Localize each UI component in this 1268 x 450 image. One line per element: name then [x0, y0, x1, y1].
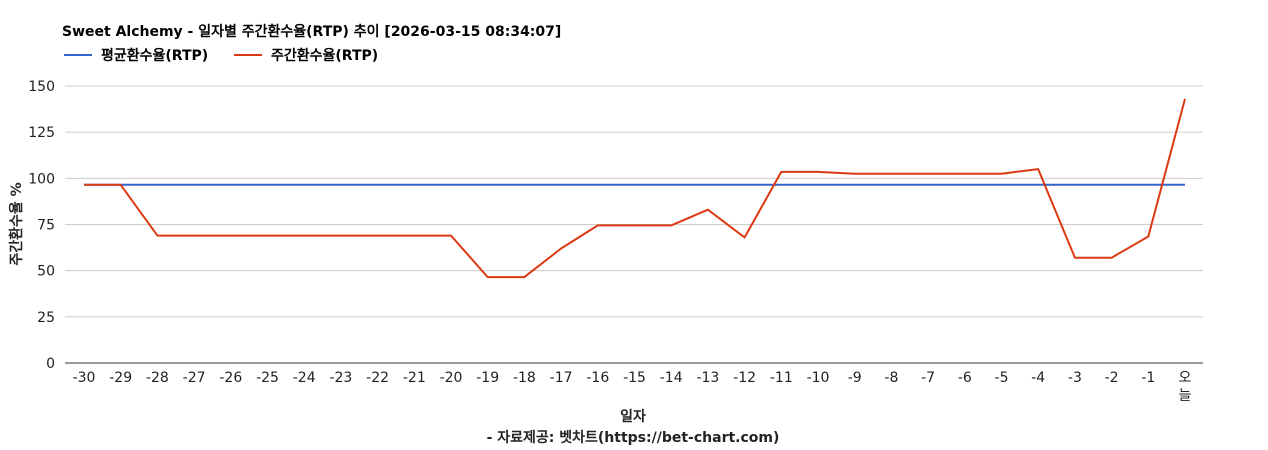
y-tick-label: 150 — [28, 79, 55, 95]
series-lines — [84, 98, 1186, 279]
y-tick-label: 100 — [28, 171, 55, 187]
x-tick-label: -23 — [329, 370, 352, 386]
x-axis-title: 일자 — [620, 409, 646, 425]
x-tick-label: -7 — [921, 370, 935, 386]
x-tick-label: -17 — [550, 370, 573, 386]
x-tick-label: -28 — [146, 370, 169, 386]
x-tick-label: -5 — [995, 370, 1009, 386]
x-tick-label: -14 — [660, 370, 683, 386]
x-tick-label: -13 — [696, 370, 719, 386]
y-tick-label: 75 — [37, 218, 55, 234]
x-tick-label: -1 — [1141, 370, 1155, 386]
x-tick-label: -16 — [586, 370, 609, 386]
x-tick-label: -19 — [476, 370, 499, 386]
x-tick-label: -21 — [403, 370, 426, 386]
x-tick-label: -15 — [623, 370, 646, 386]
x-tick-label: -6 — [958, 370, 972, 386]
x-tick-label: -27 — [183, 370, 206, 386]
x-tick-label: -29 — [109, 370, 132, 386]
y-tick-label: 25 — [37, 310, 55, 326]
x-tick-label: -4 — [1031, 370, 1045, 386]
x-tick-label: -3 — [1068, 370, 1082, 386]
y-tick-label: 0 — [46, 356, 55, 372]
x-tick-label: -2 — [1105, 370, 1119, 386]
legend: 평균환수율(RTP) 주간환수율(RTP) — [64, 47, 378, 64]
x-tick-label: -24 — [293, 370, 316, 386]
y-axis-title: 주간환수율 % — [8, 182, 25, 265]
x-tick-label: -30 — [73, 370, 96, 386]
legend-label-average: 평균환수율(RTP) — [101, 47, 208, 64]
legend-label-weekly: 주간환수율(RTP) — [271, 47, 378, 64]
x-tick-label: -20 — [440, 370, 463, 386]
chart-title: Sweet Alchemy - 일자별 주간환수율(RTP) 추이 [2026-… — [62, 23, 561, 40]
x-tick-label: -11 — [770, 370, 793, 386]
weekly-rtp-line — [84, 98, 1186, 279]
x-tick-label: -18 — [513, 370, 536, 386]
x-axis-ticks: -30 -29 -28 -27 -26 -25 -24 -23 -22 -21 -20 -19 -18-… — [73, 370, 1192, 404]
x-tick-label: -10 — [807, 370, 830, 386]
x-tick-label: -9 — [848, 370, 862, 386]
x-tick-label: -8 — [884, 370, 898, 386]
y-axis-ticks: 0 25 50 75 100 125 150 — [28, 79, 55, 372]
source-credit: - 자료제공: 벳차트(https://bet-chart.com) — [487, 429, 780, 446]
x-tick-label: -12 — [733, 370, 756, 386]
x-tick-label: -25 — [256, 370, 279, 386]
x-tick-label: -22 — [366, 370, 389, 386]
x-tick-label: -26 — [219, 370, 242, 386]
y-tick-label: 125 — [28, 125, 55, 141]
y-tick-label: 50 — [37, 264, 55, 280]
